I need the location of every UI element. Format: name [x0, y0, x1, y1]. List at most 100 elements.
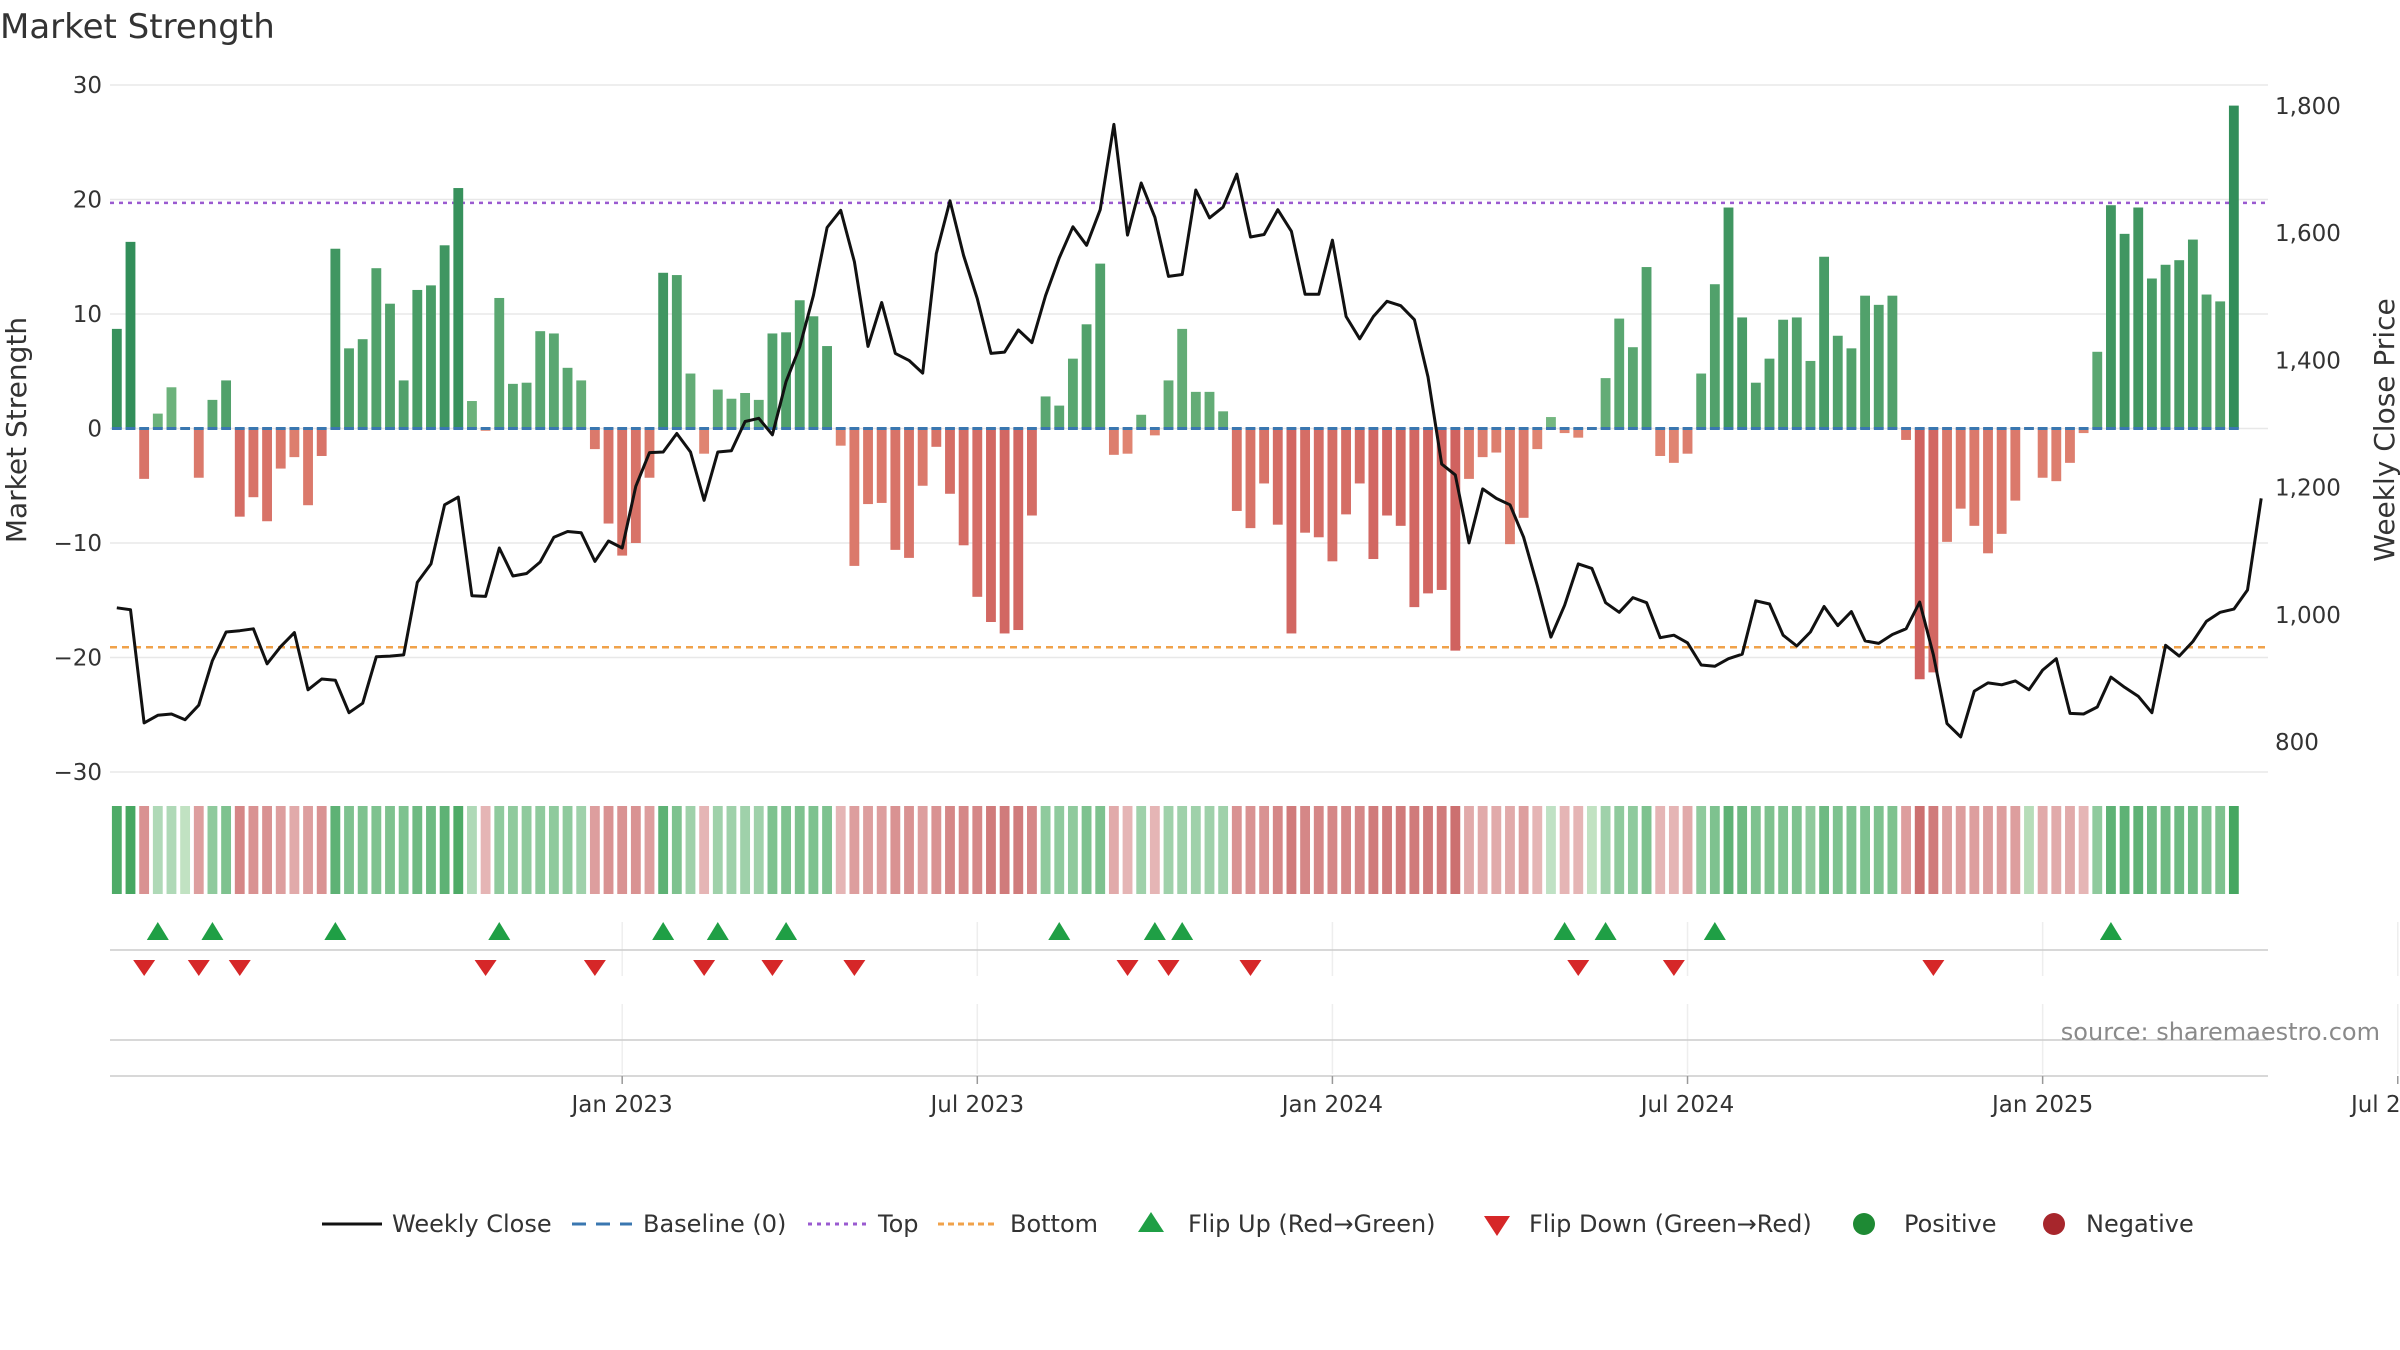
strength-strip-cell: [166, 806, 177, 894]
strength-strip-cell: [1122, 806, 1133, 894]
strength-strip-cell: [535, 806, 546, 894]
strength-strip-cell: [1860, 806, 1870, 894]
strength-strip-cell: [2051, 806, 2062, 894]
strength-strip-cell: [1832, 806, 1843, 894]
strength-bar: [1464, 428, 1474, 479]
strength-bar: [1764, 358, 1775, 429]
strength-bar: [658, 272, 669, 429]
strength-strip-cell: [945, 806, 955, 894]
strength-strip-cell: [1464, 806, 1474, 894]
strength-bar: [1832, 335, 1843, 429]
strength-bar: [111, 328, 122, 429]
strength-strip-cell: [125, 806, 136, 894]
strength-strip-cell: [644, 806, 655, 894]
strength-bar: [1382, 428, 1392, 516]
left-axis-tick-label: 30: [73, 73, 102, 99]
strength-bar: [1778, 319, 1789, 429]
strength-strip-cell: [234, 806, 245, 894]
strength-bar: [1819, 256, 1830, 429]
strength-bar: [699, 428, 710, 454]
strength-strip-cell: [1955, 806, 1966, 894]
legend-swatch-positive: [1853, 1213, 1875, 1235]
strength-strip-cell: [439, 806, 450, 894]
strength-strip-cell: [1696, 806, 1707, 894]
strength-strip-cell: [1218, 806, 1229, 894]
strength-strip-cell: [1231, 806, 1242, 894]
strength-bar: [1969, 428, 1980, 526]
strength-bar: [603, 428, 614, 524]
strength-strip-cell: [2174, 806, 2185, 894]
strength-strip-cell: [712, 806, 723, 894]
strength-strip-cell: [835, 806, 846, 894]
strength-strip-cell: [412, 806, 423, 894]
strength-bar: [262, 428, 272, 522]
strength-strip-cell: [1873, 806, 1884, 894]
strength-bar: [1423, 428, 1433, 594]
strength-strip-cell: [2024, 806, 2034, 894]
strength-bar: [1791, 317, 1802, 429]
strength-strip-cell: [1436, 806, 1447, 894]
strength-bar: [1354, 428, 1365, 484]
strength-bar: [1177, 328, 1188, 429]
strength-bar: [1696, 373, 1707, 429]
strength-bar: [535, 331, 546, 429]
strength-strip-cell: [986, 806, 996, 894]
strength-strip-cell: [972, 806, 983, 894]
left-axis-tick-label: −10: [53, 531, 102, 557]
strength-strip-cell: [931, 806, 942, 894]
strength-bar: [794, 300, 805, 429]
legend-swatch-flip-up: [1138, 1212, 1164, 1232]
strength-strip-cell: [2187, 806, 2198, 894]
strength-bar: [1231, 428, 1242, 511]
strength-bar: [1395, 428, 1406, 526]
flip-down-marker: [187, 960, 210, 976]
strength-bar: [1327, 428, 1338, 562]
strength-bar: [1983, 428, 1993, 554]
left-axis-tick-label: 10: [73, 302, 102, 328]
strength-strip-cell: [467, 806, 477, 894]
strength-bar: [2215, 301, 2226, 429]
strength-bar: [1668, 428, 1679, 463]
strength-bar: [1436, 428, 1447, 590]
legend-label: Top: [877, 1210, 919, 1238]
strength-strip-cell: [863, 806, 873, 894]
strength-bar: [234, 428, 245, 517]
strength-bar: [2201, 294, 2212, 429]
strength-bar: [1996, 428, 2007, 534]
legend-label: Flip Up (Red→Green): [1188, 1210, 1436, 1238]
legend: Weekly Close Baseline (0) Top Bottom Flip Up…: [322, 1210, 2194, 1238]
strength-strip-cell: [1668, 806, 1679, 894]
strength-bar: [958, 428, 969, 546]
strength-strip-cell: [1095, 806, 1106, 894]
strength-strip-cell: [275, 806, 286, 894]
strength-bar: [931, 428, 942, 447]
strength-bar: [671, 275, 682, 429]
strength-bar: [1067, 358, 1078, 429]
legend-swatch-flip-down: [1484, 1216, 1510, 1236]
strength-strip-cell: [385, 806, 395, 894]
strength-strip-cell: [1067, 806, 1078, 894]
strength-strip-cell: [1341, 806, 1351, 894]
strength-bar: [2037, 428, 2048, 478]
flip-up-marker: [146, 922, 169, 940]
strength-bar: [1942, 428, 1952, 542]
strength-bar: [1573, 428, 1584, 438]
strength-strip-cell: [344, 806, 354, 894]
strength-strip-cell: [740, 806, 751, 894]
strength-strip-cell: [1641, 806, 1652, 894]
strength-bar: [1546, 417, 1556, 429]
strength-strip-cell: [289, 806, 300, 894]
strength-bar: [876, 428, 887, 503]
strength-strip-cell: [1778, 806, 1789, 894]
strength-strip-cell: [2092, 806, 2103, 894]
strength-bar: [2092, 351, 2103, 429]
strength-bar: [1709, 284, 1720, 429]
x-axis: Jan 2023 Jul 2023 Jan 2024 Jul 2024 Jan 2025…: [110, 1075, 2400, 1118]
strength-bar: [726, 398, 737, 429]
strength-bar: [1873, 304, 1884, 429]
strength-strip-cell: [508, 806, 518, 894]
strength-bar: [344, 348, 354, 429]
strength-strip-cell: [2228, 806, 2239, 894]
strength-strip-cell: [1300, 806, 1311, 894]
strength-bar: [385, 303, 395, 429]
